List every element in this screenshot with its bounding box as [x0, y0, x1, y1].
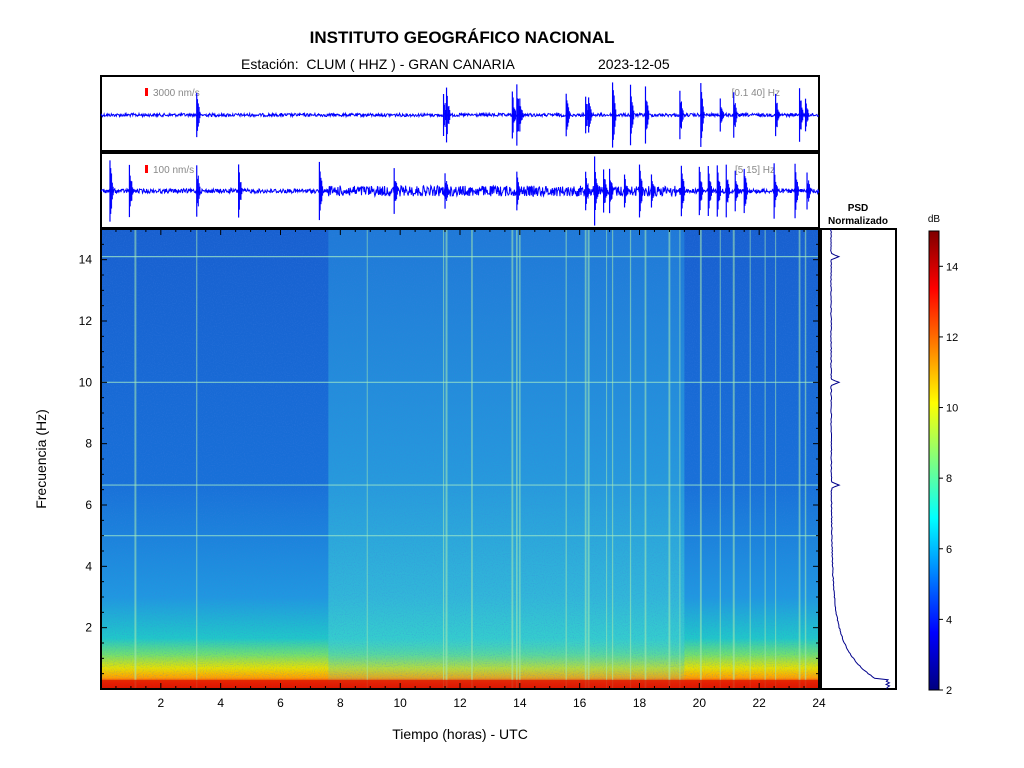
x-tick-label: 14	[513, 696, 527, 710]
x-tick-label: 22	[752, 696, 766, 710]
x-tick-label: 10	[393, 696, 407, 710]
psd-subtitle: Normalizado	[828, 216, 888, 227]
x-tick-label: 2	[157, 696, 164, 710]
colorbar-tick-label: 10	[946, 403, 958, 415]
colorbar-label: dB	[928, 214, 941, 225]
colorbar-tick-label: 2	[946, 685, 952, 697]
colorbar-tick-label: 12	[946, 332, 958, 344]
x-tick-label: 4	[217, 696, 224, 710]
x-tick-label: 6	[277, 696, 284, 710]
psd-title: PSD	[848, 203, 869, 214]
psd-line	[830, 229, 891, 690]
x-tick-label: 16	[573, 696, 587, 710]
date-label: 2023-12-05	[598, 56, 670, 72]
colorbar: dB 2 4 6 8 10 12 14	[928, 214, 958, 697]
scale-label-1: 3000 nm/s	[153, 88, 200, 99]
x-tick-label: 18	[633, 696, 647, 710]
scale-label-2: 100 nm/s	[153, 165, 194, 176]
x-tick-label: 8	[337, 696, 344, 710]
x-tick-label: 12	[453, 696, 467, 710]
y-axis-label: Frecuencia (Hz)	[33, 409, 49, 509]
figure-title: INSTITUTO GEOGRÁFICO NACIONAL	[309, 28, 615, 47]
x-axis-label: Tiempo (horas) - UTC	[392, 726, 528, 742]
station-label: Estación: CLUM ( HHZ ) - GRAN CANARIA	[241, 56, 515, 72]
y-tick-label: 6	[85, 498, 92, 512]
x-tick-label: 24	[812, 696, 826, 710]
scale-marker	[145, 165, 148, 173]
colorbar-tick-label: 14	[946, 261, 958, 273]
y-tick-label: 10	[79, 375, 93, 389]
psd-panel: PSD Normalizado	[820, 203, 897, 690]
y-tick-label: 14	[79, 253, 93, 267]
waveform-trace	[100, 111, 819, 119]
x-tick-label: 20	[693, 696, 707, 710]
y-tick-label: 4	[85, 559, 92, 573]
colorbar-tick-label: 8	[946, 473, 952, 485]
scale-marker	[145, 88, 148, 96]
y-tick-label: 8	[85, 437, 92, 451]
y-tick-label: 2	[85, 621, 92, 635]
waveform-panel-lowfreq: 100 nm/s [5 15] Hz	[100, 152, 820, 229]
waveform-panel-broadband: 3000 nm/s [0.1 40] Hz	[100, 75, 820, 152]
filter-label-1: [0.1 40] Hz	[732, 88, 780, 99]
y-tick-label: 12	[79, 314, 93, 328]
filter-label-2: [5 15] Hz	[735, 165, 775, 176]
colorbar-tick-label: 4	[946, 614, 952, 626]
colorbar-tick-label: 6	[946, 544, 952, 556]
